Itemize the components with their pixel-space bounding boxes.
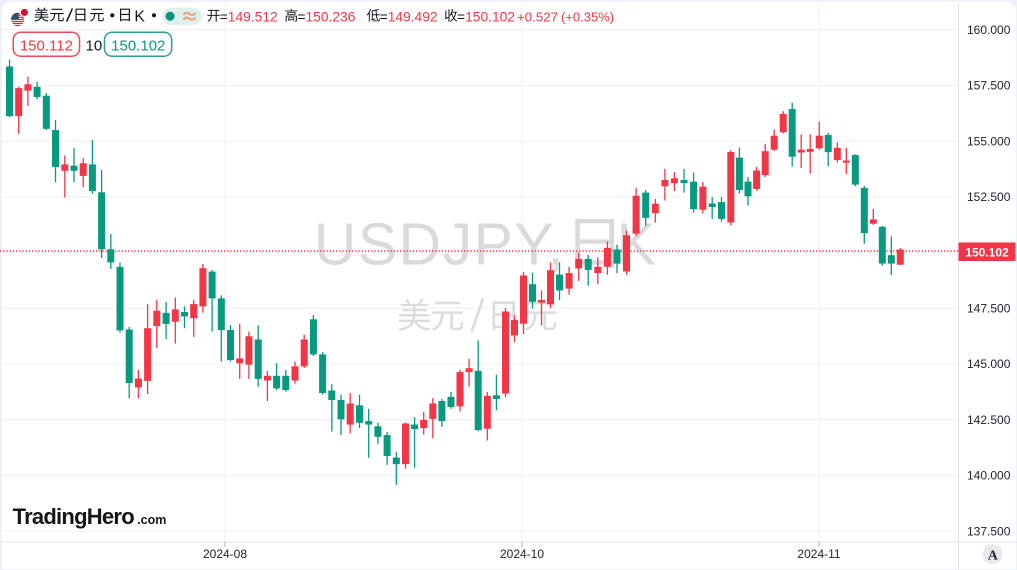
svg-text:142.500: 142.500 xyxy=(967,413,1011,427)
svg-text:TradingHero: TradingHero xyxy=(13,504,135,529)
svg-text:152.500: 152.500 xyxy=(967,190,1011,204)
svg-text:145.000: 145.000 xyxy=(967,357,1011,371)
svg-text:140.000: 140.000 xyxy=(967,469,1011,483)
svg-text:+0.527: +0.527 xyxy=(517,10,558,25)
svg-text:147.500: 147.500 xyxy=(967,302,1011,316)
svg-text:K: K xyxy=(134,8,145,25)
svg-text:USDJPY,: USDJPY, xyxy=(314,212,565,278)
svg-text:A: A xyxy=(988,548,999,563)
svg-text:=: = xyxy=(457,10,465,25)
svg-text:2024-11: 2024-11 xyxy=(797,547,840,561)
svg-text:150.112: 150.112 xyxy=(20,38,73,55)
svg-text:2024-10: 2024-10 xyxy=(500,547,544,561)
svg-text:=: = xyxy=(220,10,228,25)
svg-text:2024-08: 2024-08 xyxy=(203,547,247,561)
svg-text:155.000: 155.000 xyxy=(967,134,1011,148)
svg-text:137.500: 137.500 xyxy=(967,524,1011,538)
svg-text:150.236: 150.236 xyxy=(306,10,356,25)
svg-text:149.492: 149.492 xyxy=(388,10,438,25)
svg-text:=: = xyxy=(380,10,388,25)
svg-text:.com: .com xyxy=(137,513,166,527)
svg-text:(+0.35%): (+0.35%) xyxy=(561,10,614,25)
svg-text:=: = xyxy=(297,10,305,25)
svg-text:150.102: 150.102 xyxy=(111,38,165,55)
svg-text:10: 10 xyxy=(86,38,103,55)
svg-text:160.000: 160.000 xyxy=(967,23,1011,37)
svg-text:157.500: 157.500 xyxy=(967,79,1011,93)
svg-text:150.102: 150.102 xyxy=(965,245,1009,259)
svg-text:149.512: 149.512 xyxy=(228,10,278,25)
svg-text:150.102: 150.102 xyxy=(465,10,515,25)
